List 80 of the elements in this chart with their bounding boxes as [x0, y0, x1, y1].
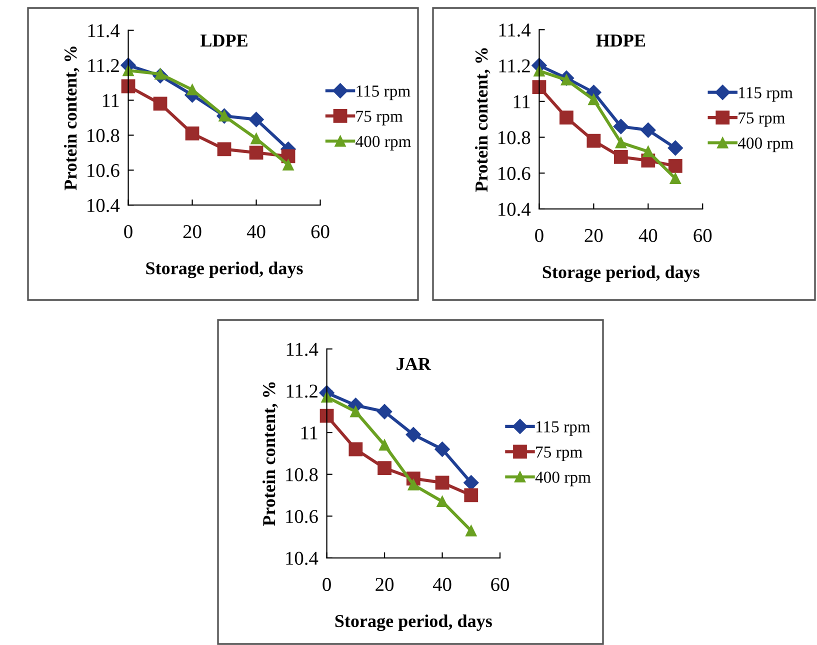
x-tick-label: 0 [535, 228, 544, 242]
y-tick-label: 11.4 [499, 24, 531, 37]
legend-label: 400 rpm [738, 138, 794, 152]
point [406, 427, 421, 442]
point [378, 440, 390, 451]
y-tick-label: 10.8 [88, 129, 120, 142]
point [466, 525, 477, 536]
point [615, 137, 626, 148]
legend-label: 75 rpm [356, 110, 403, 126]
legend-label: 400 rpm [356, 136, 412, 151]
x-tick-label: 0 [322, 578, 331, 592]
point [350, 406, 362, 418]
point [434, 442, 450, 457]
point [376, 404, 392, 420]
y-tick-label: 10.6 [498, 166, 530, 180]
point [560, 110, 574, 124]
y-tick-label: 11 [514, 95, 530, 108]
x-tick-label: 20 [376, 578, 394, 592]
x-axis-title: Storage period, days [146, 262, 303, 278]
point [250, 133, 262, 144]
y-tick-label: 10.8 [286, 468, 318, 482]
point [186, 84, 198, 96]
y-tick-label: 11.4 [286, 342, 318, 356]
y-tick-label: 10.8 [498, 131, 530, 144]
legend-label: 75 rpm [738, 112, 786, 127]
point [668, 159, 682, 173]
legend-label: 115 rpm [356, 86, 410, 100]
point [248, 112, 264, 128]
point [670, 172, 681, 184]
legend-label: 75 rpm [536, 446, 582, 462]
legend-label: 115 rpm [739, 87, 793, 102]
y-tick-label: 11.2 [88, 59, 119, 72]
y-tick-label: 11 [301, 426, 318, 440]
point [613, 118, 628, 134]
x-tick-label: 60 [491, 578, 509, 592]
point [408, 479, 419, 490]
point [348, 442, 363, 456]
y-axis-title: Protein content, % [64, 46, 80, 190]
point [249, 146, 264, 160]
x-tick-label: 40 [246, 225, 266, 238]
point [668, 140, 683, 156]
point [464, 488, 478, 502]
y-axis-title: Protein content, % [262, 382, 278, 526]
x-axis-title: Storage period, days [335, 614, 492, 631]
x-tick-label: 0 [124, 225, 132, 238]
y-tick-label: 11 [102, 94, 119, 107]
y-tick-label: 10.4 [88, 198, 120, 212]
point [588, 94, 600, 106]
y-tick-label: 10.4 [498, 202, 531, 216]
point [185, 126, 200, 140]
point [586, 134, 601, 148]
x-tick-label: 20 [183, 225, 202, 238]
point [282, 159, 294, 170]
x-tick-label: 60 [311, 225, 330, 238]
point [640, 122, 656, 138]
legend-label: 115 rpm [536, 421, 590, 436]
x-tick-label: 40 [432, 578, 452, 592]
point [435, 476, 450, 490]
chart-title: HDPE [596, 34, 646, 46]
y-tick-label: 10.6 [88, 164, 120, 178]
x-tick-label: 40 [638, 228, 658, 242]
point [614, 150, 628, 164]
x-tick-label: 20 [584, 228, 603, 242]
y-axis-title: Protein content, % [474, 48, 490, 192]
x-axis-title: Storage period, days [542, 266, 700, 282]
point [378, 461, 392, 476]
x-tick-label: 60 [694, 228, 712, 242]
y-tick-label: 10.6 [286, 510, 318, 524]
point [436, 496, 448, 508]
point [642, 146, 654, 158]
y-tick-label: 11.4 [88, 24, 120, 38]
chart-title: JAR [396, 358, 432, 370]
y-tick-label: 10.4 [286, 552, 318, 565]
y-tick-label: 11.2 [499, 59, 530, 73]
chart-title: LDPE [200, 34, 248, 46]
y-tick-label: 11.2 [286, 384, 318, 398]
legend-label: 400 rpm [535, 472, 591, 486]
point [464, 475, 479, 490]
point [153, 96, 168, 111]
point [217, 142, 232, 156]
